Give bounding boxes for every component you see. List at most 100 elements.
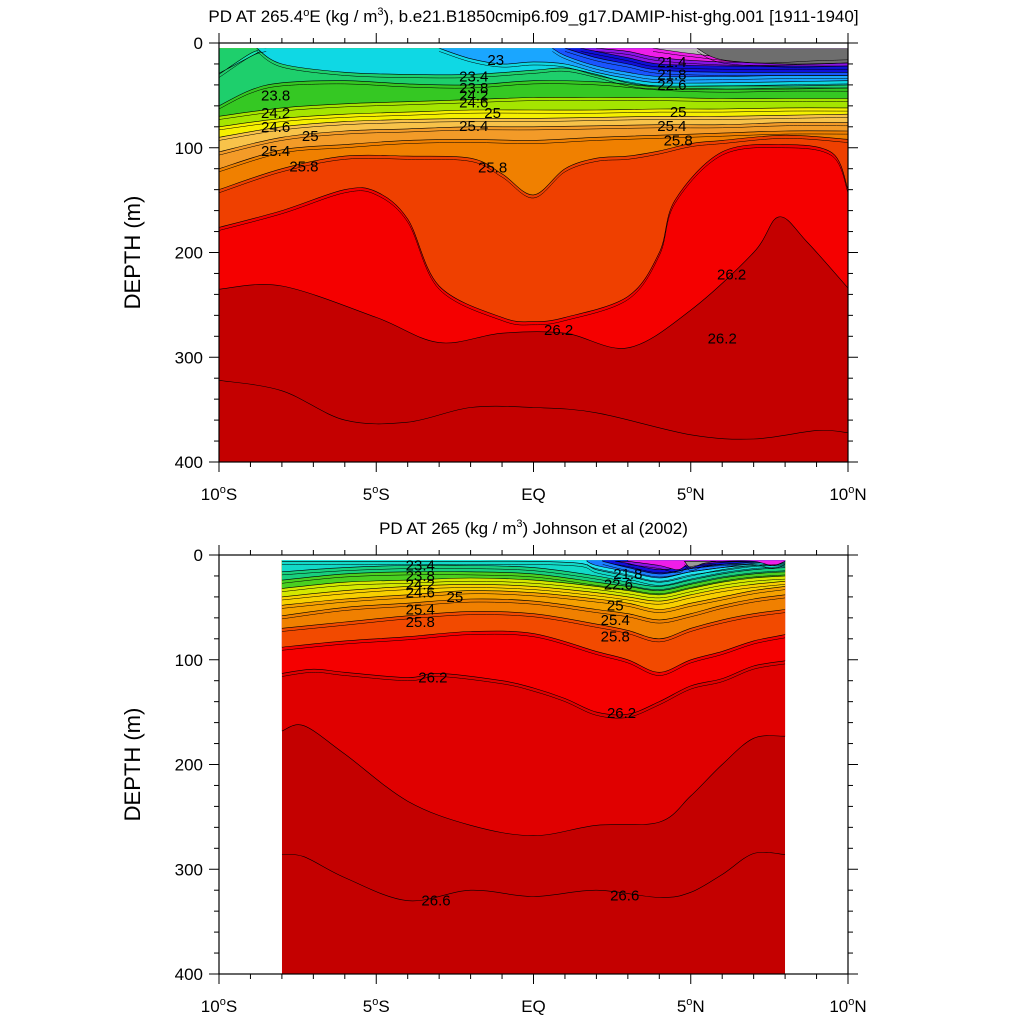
- y-axis: 0 100 200 300 400 DEPTH (m): [120, 546, 858, 984]
- contour-label: 26.6: [610, 887, 639, 904]
- contour-line: [684, 564, 716, 571]
- contour-line: [602, 564, 786, 578]
- contour-label: 23: [487, 52, 504, 69]
- contour-label: 24.2: [261, 105, 290, 122]
- contour-label: 21.8: [613, 566, 642, 583]
- contour-label: 25: [302, 128, 319, 145]
- contour-label: 26.2: [544, 322, 573, 339]
- contour-label: 25.4: [601, 612, 630, 629]
- y-axis-label: DEPTH (m): [120, 196, 145, 310]
- x-tick-label: 5oN: [677, 996, 705, 1016]
- contour-label: 23.4: [406, 557, 435, 574]
- contour-label: 25: [607, 597, 624, 614]
- contour-line: [281, 568, 786, 590]
- contour-line: [219, 83, 848, 110]
- contour-line: [219, 125, 848, 156]
- contour-label: 26.2: [418, 670, 447, 687]
- contour-line: [219, 100, 848, 120]
- contour-line: [281, 589, 786, 613]
- contour-line: [281, 564, 786, 586]
- y-tick-label: 0: [194, 34, 203, 53]
- contour-label: 21.8: [657, 66, 686, 83]
- contour-line: [281, 578, 786, 599]
- contour-label: 25.8: [289, 159, 318, 176]
- contour-line: [596, 51, 848, 66]
- contour-label: 25.4: [406, 601, 435, 618]
- contour-line: [627, 563, 786, 574]
- contour-label: 25.8: [406, 614, 435, 631]
- contour-label: 25.4: [657, 118, 686, 135]
- contour-line: [281, 851, 786, 902]
- contour-label: 26.2: [607, 705, 636, 722]
- x-tick-label: EQ: [521, 485, 546, 504]
- panel-top: 2323.423.824.224.62525.425.823.824.224.6…: [120, 6, 867, 504]
- y-tick-label: 100: [175, 139, 203, 158]
- y-tick-label: 0: [194, 546, 203, 565]
- contour-line: [281, 633, 786, 676]
- chart-title: PD AT 265 (kg / m3) Johnson et al (2002): [379, 518, 688, 538]
- contour-label: 24.6: [406, 585, 435, 602]
- contour-label: 24.6: [459, 95, 488, 112]
- contour-line: [615, 564, 754, 574]
- contour-line: [219, 138, 848, 199]
- contour-line: [652, 51, 848, 64]
- x-tick-label: 10oN: [829, 996, 866, 1016]
- contour-label: 25: [484, 105, 501, 122]
- y-tick-label: 200: [175, 244, 203, 263]
- y-tick-label: 100: [175, 651, 203, 670]
- contour-line: [281, 663, 786, 719]
- contour-line: [219, 133, 848, 173]
- contour-label: 23.8: [261, 87, 290, 104]
- contour-label: 24.2: [406, 576, 435, 593]
- contour-label: 22.6: [604, 576, 633, 593]
- contour-label: 22.6: [657, 77, 686, 94]
- contour-line: [219, 51, 267, 78]
- x-tick-label: 10oN: [829, 484, 866, 504]
- x-axis: 10oS 5oS EQ 5oN 10oN: [201, 545, 867, 1016]
- contour-label: 25: [447, 589, 464, 606]
- contour-line: [696, 51, 848, 68]
- contour-label: 26.2: [708, 330, 737, 347]
- contour-label: 24.2: [459, 87, 488, 104]
- contour-line: [281, 584, 786, 605]
- y-axis-label: DEPTH (m): [120, 708, 145, 822]
- contour-line: [219, 380, 848, 440]
- x-tick-label: 5oS: [363, 484, 390, 504]
- contour-label: 25.4: [459, 118, 488, 135]
- contour-label: 25.8: [478, 160, 507, 177]
- contour-label: 25: [670, 104, 687, 121]
- contour-line: [439, 51, 848, 87]
- contour-label: 23.8: [459, 80, 488, 97]
- contour-line: [219, 117, 848, 141]
- contour-label: 25.4: [261, 143, 290, 160]
- y-tick-label: 400: [175, 965, 203, 984]
- contour-line: [256, 51, 848, 90]
- x-axis: 10oS 5oS EQ 5oN 10oN: [201, 33, 867, 504]
- contour-line: [586, 564, 786, 582]
- contour-label: 23.8: [406, 568, 435, 585]
- contour-line: [219, 110, 848, 131]
- contour-label: 26.6: [421, 893, 450, 910]
- contour-fills: [281, 560, 786, 974]
- contour-label: 24.6: [261, 119, 290, 136]
- y-tick-label: 300: [175, 860, 203, 879]
- contour-label: 25.8: [601, 629, 630, 646]
- y-tick-label: 400: [175, 453, 203, 472]
- x-tick-label: 10oS: [201, 996, 237, 1016]
- contour-label: 23.4: [459, 69, 488, 86]
- y-tick-label: 300: [175, 348, 203, 367]
- contour-line: [552, 51, 848, 81]
- contour-line: [580, 51, 848, 70]
- contour-label: 25.8: [664, 132, 693, 149]
- contour-line: [281, 612, 786, 643]
- contour-line: [281, 574, 786, 595]
- contour-line: [281, 597, 786, 624]
- contour-line: [564, 51, 848, 76]
- contour-label: 21.4: [657, 54, 686, 71]
- contour-labels: 2323.423.824.224.62525.425.823.824.224.6…: [261, 52, 746, 348]
- x-tick-label: 5oN: [677, 484, 705, 504]
- x-tick-label: EQ: [521, 997, 546, 1016]
